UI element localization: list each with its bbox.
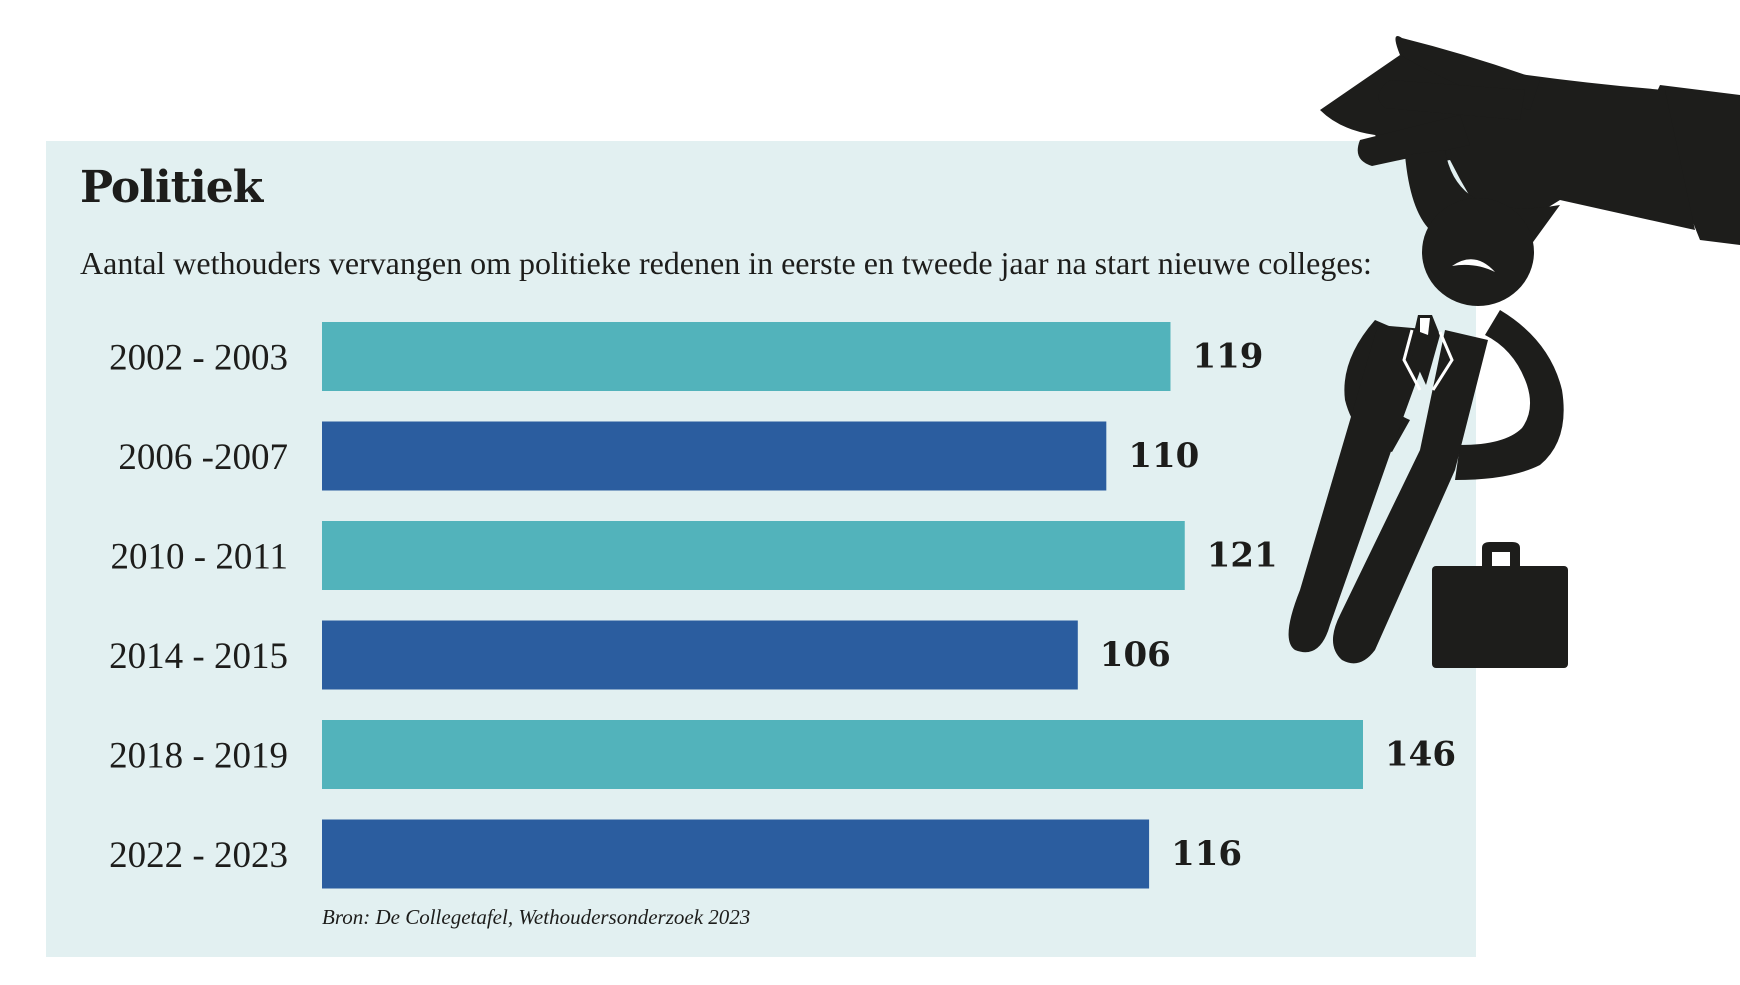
category-label-5: 2022 - 2023 [109,835,288,876]
value-label-3: 106 [1100,635,1171,675]
category-label-3: 2014 - 2015 [109,636,288,677]
value-label-0: 119 [1192,337,1263,377]
value-label-5: 116 [1171,834,1242,874]
bar-4 [322,720,1363,789]
bar-0 [322,322,1171,391]
bar-5 [322,819,1150,889]
category-label-2: 2010 - 2011 [111,537,288,578]
source-note: Bron: De Collegetafel, Wethoudersonderzo… [322,905,751,929]
value-label-2: 121 [1207,536,1278,576]
category-label-4: 2018 - 2019 [109,736,288,777]
bar-1 [322,421,1107,491]
chart-subtitle: Aantal wethouders vervangen om politieke… [80,245,1372,281]
bar-3 [322,620,1078,690]
category-label-0: 2002 - 2003 [109,338,288,379]
category-label-1: 2006 -2007 [118,437,288,478]
bar-2 [322,521,1185,590]
chart-title: Politiek [80,162,263,213]
value-label-4: 146 [1385,735,1456,775]
value-label-1: 110 [1128,436,1199,476]
